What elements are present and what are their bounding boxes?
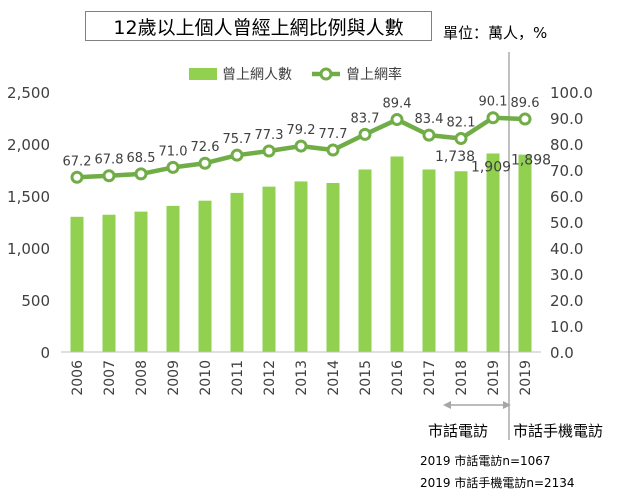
bar-2018-12 <box>454 171 468 352</box>
x-tick-label: 2015 <box>358 360 374 396</box>
rate-data-label: 71.0 <box>159 144 188 159</box>
rate-data-label: 79.2 <box>287 123 316 138</box>
y-right-tick-label: 60.0 <box>550 188 583 206</box>
rate-data-label: 82.1 <box>447 116 476 131</box>
bar-data-label: 1,909 <box>471 159 511 175</box>
y-left-tick-label: 1,500 <box>7 188 50 206</box>
bar-2009-3 <box>166 205 180 352</box>
legend-line-marker <box>319 67 333 81</box>
rate-data-label: 89.4 <box>383 97 412 112</box>
bar-data-label: 1,738 <box>435 149 475 165</box>
rate-data-label: 77.7 <box>319 127 348 142</box>
rate-data-label: 83.7 <box>351 111 380 126</box>
bar-2019-13 <box>486 153 500 352</box>
legend-bar-label: 曾上網人數 <box>222 67 292 83</box>
group-label-landline-mobile: 市話手機電訪 <box>513 422 603 440</box>
x-tick-label: 2019 <box>486 360 502 396</box>
x-tick-label: 2012 <box>262 360 278 396</box>
y-right-tick-label: 70.0 <box>550 162 583 180</box>
rate-marker <box>198 156 212 170</box>
y-right-tick-label: 100.0 <box>550 84 593 102</box>
bar-2015-9 <box>358 169 372 352</box>
rate-marker <box>326 143 340 157</box>
x-tick-label: 2018 <box>454 360 470 396</box>
y-left-tick-label: 2,500 <box>7 84 50 102</box>
bar-2006-0 <box>70 216 84 352</box>
rate-marker <box>70 170 84 184</box>
rate-data-label: 72.6 <box>191 140 220 155</box>
rate-data-label: 67.8 <box>95 153 124 168</box>
y-right-tick-label: 30.0 <box>550 266 583 284</box>
method-arrow-head-left <box>443 401 451 409</box>
legend-bar-swatch <box>189 68 217 80</box>
y-right-tick-label: 10.0 <box>550 318 583 336</box>
rate-marker <box>454 132 468 146</box>
rate-marker <box>486 111 500 125</box>
y-left-tick-label: 2,000 <box>7 136 50 154</box>
y-left-tick-label: 0 <box>40 344 50 362</box>
x-tick-label: 2014 <box>326 360 342 396</box>
x-tick-label: 2007 <box>102 360 118 396</box>
method-arrow-head-right <box>503 401 511 409</box>
rate-data-label: 83.4 <box>415 112 444 127</box>
y-left-tick-label: 500 <box>21 292 50 310</box>
rate-data-label: 77.3 <box>255 128 284 143</box>
group-label-landline: 市話電訪 <box>428 422 488 440</box>
x-tick-label: 2008 <box>134 360 150 396</box>
bar-2010-4 <box>198 200 212 352</box>
rate-data-label: 67.2 <box>63 154 92 169</box>
y-right-tick-label: 0.0 <box>550 344 574 362</box>
bar-2013-7 <box>294 181 308 352</box>
x-tick-label: 2013 <box>294 360 310 396</box>
rate-marker <box>102 169 116 183</box>
rate-data-label: 75.7 <box>223 132 252 147</box>
x-tick-label: 2009 <box>166 360 182 396</box>
y-left-tick-label: 1,000 <box>7 240 50 258</box>
bar-2017-11 <box>422 169 436 352</box>
rate-marker <box>166 160 180 174</box>
rate-marker <box>518 112 532 126</box>
rate-marker <box>358 127 372 141</box>
rate-data-label: 68.5 <box>127 151 156 166</box>
rate-marker <box>422 128 436 142</box>
bar-data-label: 1,898 <box>511 153 551 169</box>
bar-2011-5 <box>230 192 244 352</box>
x-tick-label: 2019 <box>518 360 534 396</box>
bar-2007-1 <box>102 214 116 352</box>
bar-2012-6 <box>262 186 276 352</box>
unit-label: 單位：萬人，% <box>443 24 548 42</box>
y-right-tick-label: 90.0 <box>550 110 583 128</box>
rate-data-label: 90.1 <box>479 95 508 110</box>
rate-marker <box>390 113 404 127</box>
rate-marker <box>230 148 244 162</box>
note-landline: 2019 市話電訪n=1067 <box>420 454 551 468</box>
rate-marker <box>134 167 148 181</box>
y-right-tick-label: 40.0 <box>550 240 583 258</box>
y-right-tick-label: 80.0 <box>550 136 583 154</box>
rate-marker <box>294 139 308 153</box>
x-tick-label: 2016 <box>390 360 406 396</box>
x-tick-label: 2017 <box>422 360 438 396</box>
y-right-tick-label: 50.0 <box>550 214 583 232</box>
rate-marker <box>262 144 276 158</box>
bar-2016-10 <box>390 156 404 352</box>
chart-title: 12歲以上個人曾經上網比例與人數 <box>85 11 432 41</box>
x-tick-label: 2006 <box>70 360 86 396</box>
note-landline-mobile: 2019 市話手機電訪n=2134 <box>420 476 575 490</box>
x-tick-label: 2010 <box>198 360 214 396</box>
y-right-tick-label: 20.0 <box>550 292 583 310</box>
x-tick-label: 2011 <box>230 360 246 396</box>
legend-line-label: 曾上網率 <box>346 66 402 83</box>
bar-2008-2 <box>134 211 148 352</box>
rate-data-label: 89.6 <box>511 96 540 111</box>
bar-2014-8 <box>326 183 340 352</box>
bar-2019-14 <box>518 154 532 352</box>
